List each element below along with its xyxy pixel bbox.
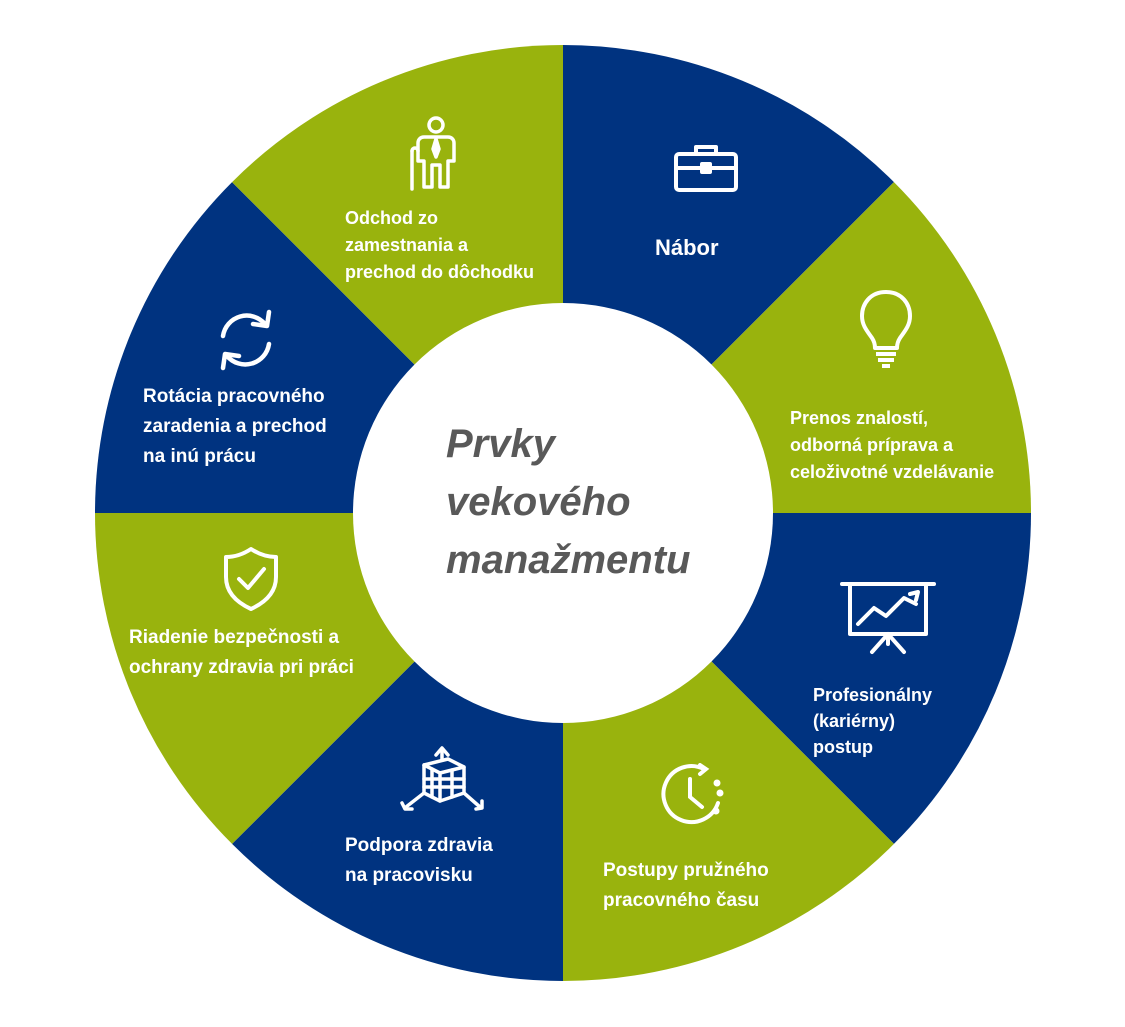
briefcase-icon [672,142,740,194]
segment-label-nabor: Nábor [655,235,719,260]
shield-check-icon [222,545,280,613]
elderly-person-icon [408,115,464,191]
segment-label-postupy: Postupy pružného pracovného času [603,860,769,911]
segment-label-riadenie: Riadenie bezpečnosti a ochrany zdravia p… [129,627,354,678]
lightbulb-icon [856,288,916,368]
segment-label-prenos: Prenos znalostí, odborná príprava a celo… [790,408,995,482]
refresh-icon [211,306,281,374]
presentation-chart-icon [838,578,938,656]
center-title: Prvky vekového manažmentu [446,422,691,582]
segment-label-podpora: Podpora zdravia na pracovisku [345,835,493,886]
segment-label-rotacia: Rotácia pracovného zaradenia a prechod n… [143,386,327,467]
clock-icon [660,763,724,827]
cube-arrows-icon [398,745,486,817]
segment-label-profesionalny: Profesionálny (kariérny) postup [813,685,933,757]
segment-label-odchod: Odchod zo zamestnania a prechod do dôcho… [345,208,534,282]
center-circle [353,303,773,723]
